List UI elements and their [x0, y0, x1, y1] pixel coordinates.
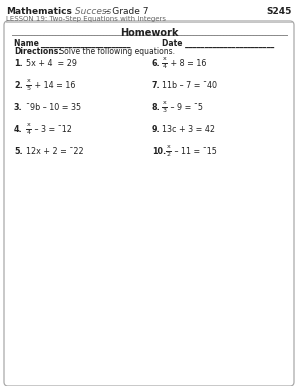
Text: Homework: Homework: [120, 28, 178, 38]
Text: 11b – 7 = ¯40: 11b – 7 = ¯40: [162, 81, 217, 90]
Text: Directions:: Directions:: [14, 47, 61, 56]
Text: 5x + 4  = 29: 5x + 4 = 29: [26, 59, 77, 68]
Text: + 14 = 16: + 14 = 16: [32, 81, 75, 90]
Text: Name _______________________: Name _______________________: [14, 39, 131, 48]
Text: x: x: [27, 78, 30, 83]
Text: 4: 4: [27, 130, 30, 135]
Text: 4: 4: [162, 64, 167, 69]
Text: Date _______________________: Date _______________________: [162, 39, 274, 48]
Text: x: x: [27, 122, 30, 127]
Text: 3.: 3.: [14, 103, 23, 112]
Text: Mathematics: Mathematics: [6, 7, 72, 16]
Text: 8.: 8.: [152, 103, 161, 112]
Text: x: x: [163, 56, 166, 61]
Text: x: x: [163, 100, 166, 105]
Text: + 8 = 16: + 8 = 16: [168, 59, 207, 68]
Text: 4.: 4.: [14, 125, 23, 134]
Text: – Grade 7: – Grade 7: [102, 7, 148, 16]
Text: 3: 3: [162, 108, 167, 113]
Text: 12x + 2 = ¯22: 12x + 2 = ¯22: [26, 147, 84, 156]
Text: 9.: 9.: [152, 125, 161, 134]
Text: x: x: [167, 144, 170, 149]
Text: S245: S245: [267, 7, 292, 16]
Text: 2.: 2.: [14, 81, 23, 90]
Text: Solve the following equations.: Solve the following equations.: [57, 47, 175, 56]
Text: 7.: 7.: [152, 81, 161, 90]
Text: 5.: 5.: [14, 147, 23, 156]
Text: 5: 5: [27, 86, 30, 91]
Text: – 11 = ¯15: – 11 = ¯15: [172, 147, 217, 156]
FancyBboxPatch shape: [4, 21, 294, 386]
Text: 6.: 6.: [152, 59, 161, 68]
Text: – 9 = ¯5: – 9 = ¯5: [168, 103, 203, 112]
Text: LESSON 19: Two-Step Equations with Integers: LESSON 19: Two-Step Equations with Integ…: [6, 16, 166, 22]
Text: Success: Success: [72, 7, 111, 16]
Text: 10.: 10.: [152, 147, 166, 156]
Text: 1.: 1.: [14, 59, 23, 68]
Text: 2: 2: [167, 152, 170, 157]
Text: ¯9b – 10 = 35: ¯9b – 10 = 35: [26, 103, 81, 112]
Text: – 3 = ¯12: – 3 = ¯12: [32, 125, 72, 134]
Text: 13c + 3 = 42: 13c + 3 = 42: [162, 125, 215, 134]
